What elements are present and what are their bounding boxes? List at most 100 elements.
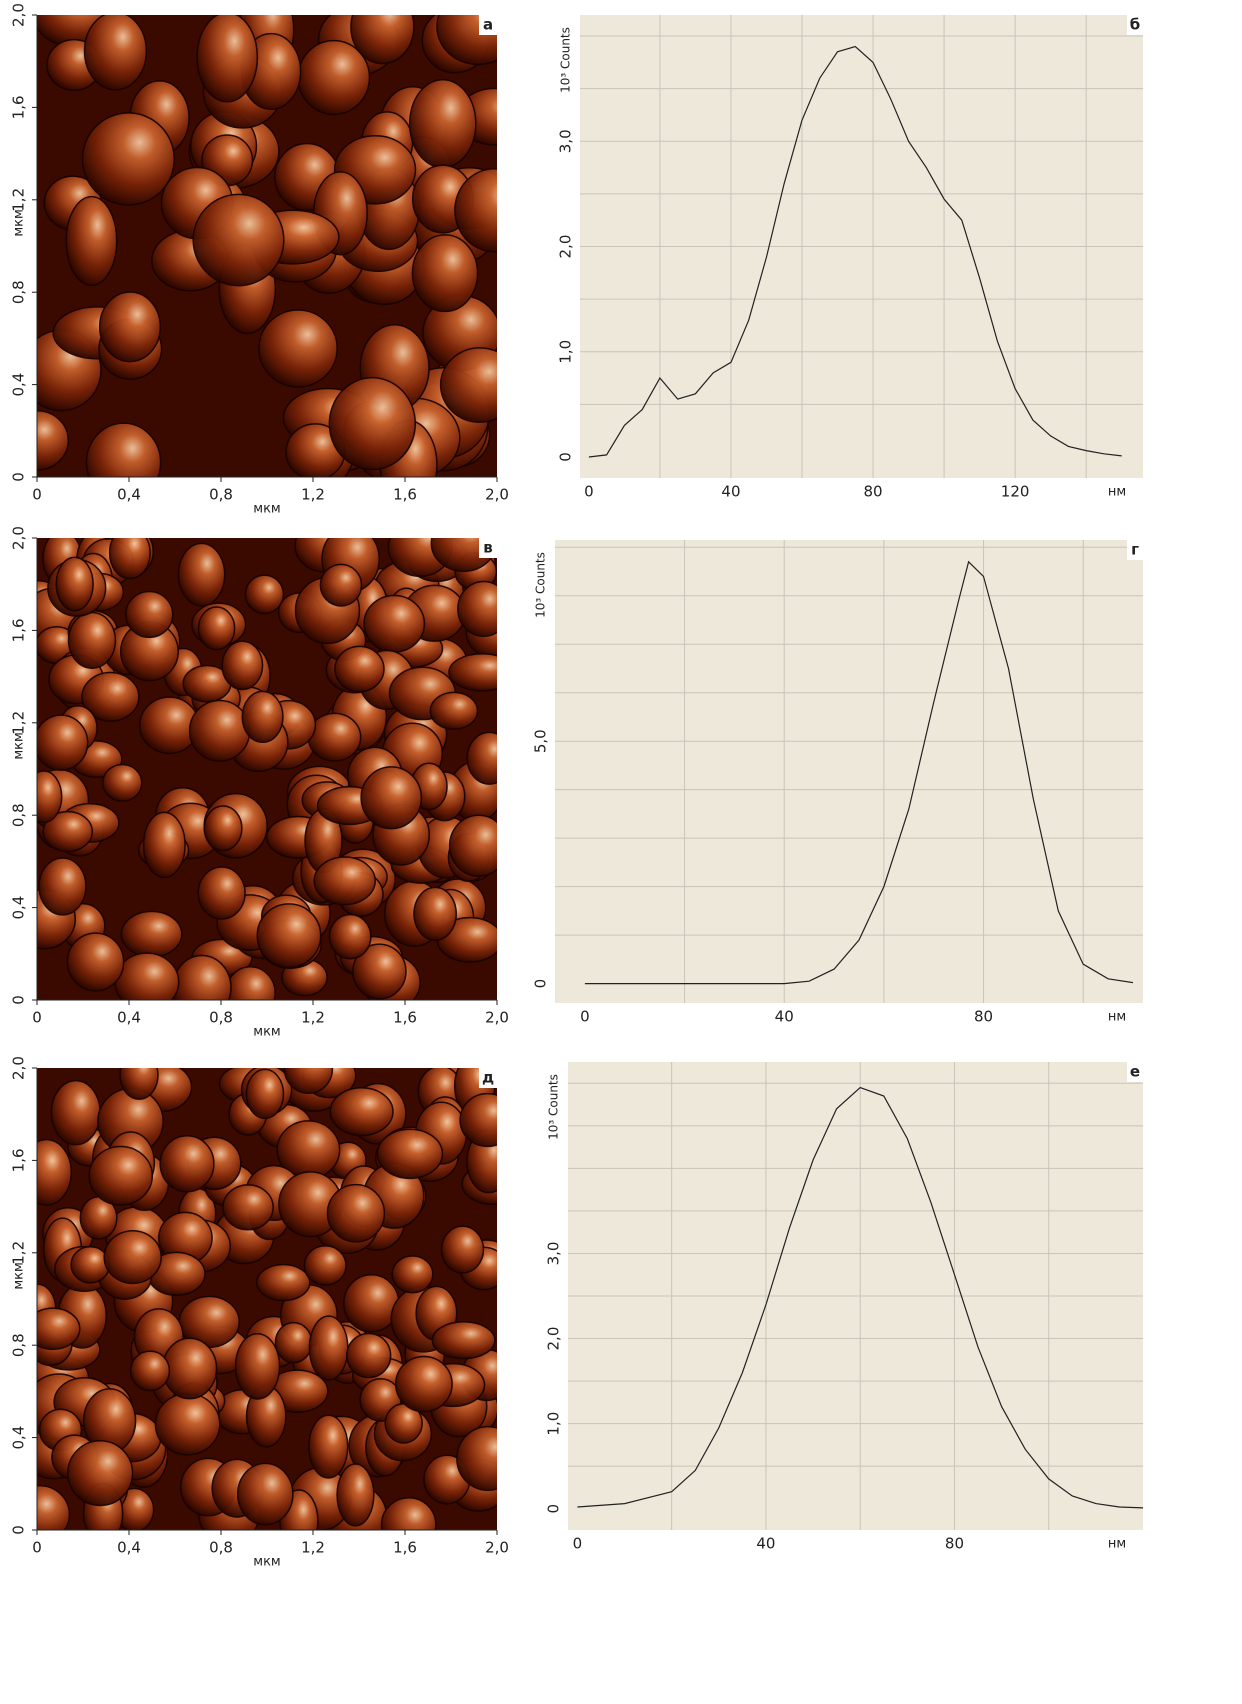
grain — [114, 952, 180, 1000]
grain — [70, 1245, 111, 1284]
y-tick-label: 0 — [10, 1525, 28, 1535]
panel-label-box — [1127, 15, 1143, 35]
grain — [55, 556, 94, 612]
grain — [203, 805, 243, 852]
y-tick-label: 1,2 — [10, 711, 28, 735]
grain — [108, 538, 151, 580]
y-tick-label: 1,2 — [10, 188, 28, 212]
y-tick-label: 0,4 — [10, 896, 28, 920]
y-axis-label: мкм — [12, 1262, 27, 1289]
grain — [283, 1068, 334, 1095]
grain — [334, 645, 385, 693]
x-tick-label: 80 — [974, 1008, 993, 1026]
grain — [391, 1255, 434, 1294]
grain — [376, 1128, 444, 1180]
grain — [346, 1332, 392, 1379]
grain — [336, 1463, 375, 1527]
grain — [124, 590, 174, 639]
panel-label: е — [1130, 1063, 1140, 1081]
x-tick-label: 1,2 — [301, 1009, 325, 1027]
x-tick-label: 0,4 — [117, 1539, 141, 1557]
y-tick-label: 1,2 — [10, 1241, 28, 1265]
panel: 0 40 80 0 1,0 2,0 3,0 нм 10³ Counts е — [545, 1062, 1144, 1553]
y-tick-label: 0,8 — [10, 803, 28, 827]
grain — [37, 714, 89, 771]
y-axis-label: 10³ Counts — [547, 1074, 561, 1140]
x-tick-label: 40 — [721, 483, 740, 501]
x-tick-label: 0,4 — [117, 486, 141, 504]
grain — [177, 542, 226, 607]
grain — [188, 699, 251, 762]
grain — [222, 1184, 274, 1231]
x-tick-label: 80 — [863, 483, 882, 501]
panel: 0 40 80 0 5,0 нм 10³ Counts г — [532, 540, 1143, 1026]
grain — [328, 913, 372, 960]
panel-label: а — [483, 16, 493, 34]
panel-label-box — [1127, 540, 1143, 560]
grain — [224, 966, 276, 1000]
x-tick-label: 0 — [580, 1008, 590, 1026]
panel: в 0 0,4 0,8 1,2 1,6 2,0 0 0,4 0,8 1,2 1,6 2,0 мкм мкм — [10, 526, 509, 1040]
grain — [81, 112, 176, 206]
grain — [448, 814, 497, 877]
x-tick-label: 2,0 — [485, 1539, 509, 1557]
grain — [313, 856, 376, 906]
grain — [98, 291, 162, 363]
grain — [81, 671, 140, 722]
y-tick-label: 0 — [10, 995, 28, 1005]
x-tick-label: 0,4 — [117, 1009, 141, 1027]
grain — [256, 903, 322, 969]
grain — [308, 1315, 349, 1381]
x-tick-label: 0,8 — [209, 486, 233, 504]
x-axis-label: нм — [1108, 485, 1126, 500]
grain — [429, 691, 479, 731]
grain — [50, 1079, 101, 1146]
grain — [236, 1462, 294, 1526]
panel: а 0 0,4 0,8 1,2 1,6 2,0 0 0,4 0,8 1,2 1,6 2,0 мкм мкм — [10, 3, 509, 516]
y-tick-label: 0 — [545, 1504, 563, 1514]
plot-background — [555, 540, 1143, 1003]
x-tick-label: 2,0 — [485, 1009, 509, 1027]
grain — [221, 640, 264, 691]
x-axis-label: нм — [1108, 1537, 1126, 1552]
y-axis-label: 10³ Counts — [559, 27, 573, 93]
grain — [411, 234, 479, 313]
grain — [119, 1068, 159, 1100]
panel: д 0 0,4 0,8 1,2 1,6 2,0 0 0,4 0,8 1,2 1,6 2,0 мкм мкм — [10, 1056, 509, 1569]
x-axis-label: нм — [1108, 1010, 1126, 1025]
y-axis-label: 10³ Counts — [534, 552, 548, 618]
x-axis-label: мкм — [253, 1025, 280, 1040]
y-tick-label: 0 — [10, 472, 28, 482]
grain — [459, 1092, 497, 1148]
y-tick-label: 1,0 — [557, 340, 575, 364]
x-tick-label: 40 — [775, 1008, 794, 1026]
grain — [440, 1225, 485, 1274]
panel-label-box — [479, 1068, 497, 1088]
grain — [456, 1425, 497, 1492]
grain — [457, 580, 497, 638]
grain — [37, 1138, 73, 1206]
grain — [67, 1439, 134, 1507]
panel-label-box — [1127, 1062, 1143, 1082]
grain — [307, 712, 362, 762]
grain — [88, 1145, 154, 1206]
grain — [413, 886, 457, 941]
grain — [380, 1496, 437, 1530]
y-tick-label: 1,6 — [10, 95, 28, 119]
grain — [83, 15, 148, 91]
y-tick-label: 3,0 — [557, 129, 575, 153]
grain — [308, 1414, 349, 1479]
grain — [65, 195, 118, 287]
grain — [42, 810, 94, 853]
x-tick-label: 0 — [584, 483, 594, 501]
grain — [85, 422, 162, 477]
y-tick-label: 3,0 — [545, 1242, 563, 1266]
grain — [448, 652, 497, 692]
x-tick-label: 1,6 — [393, 1539, 417, 1557]
x-tick-label: 1,2 — [301, 486, 325, 504]
grain — [67, 611, 117, 669]
y-axis-label: мкм — [12, 732, 27, 759]
grain — [241, 690, 284, 744]
grain — [37, 770, 63, 824]
